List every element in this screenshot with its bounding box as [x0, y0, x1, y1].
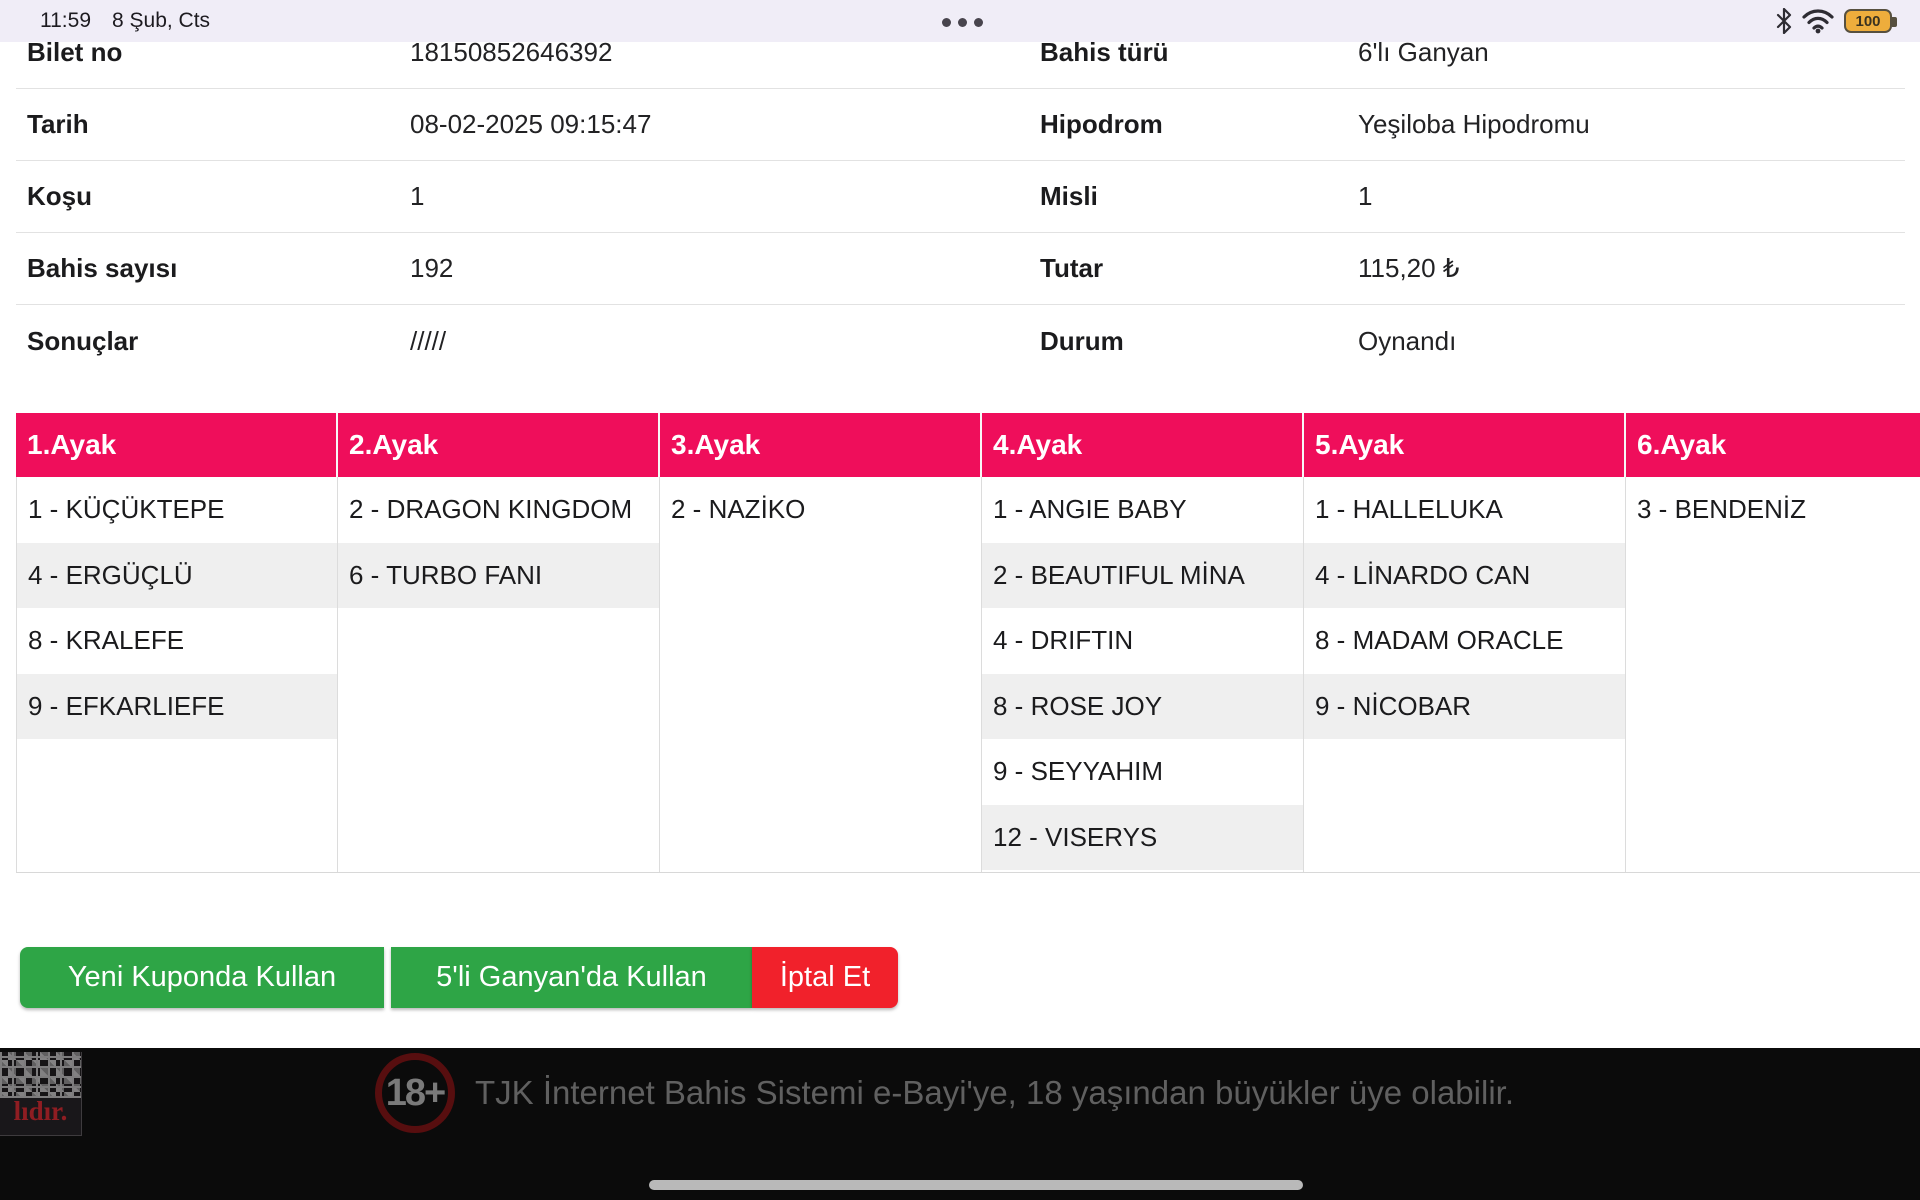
status-bar: 11:59 8 Şub, Cts 100 [0, 0, 1920, 42]
horse-cell: 1 - ANGIE BABY [993, 494, 1187, 524]
table-row: Tarih 08-02-2025 09:15:47 Hipodrom Yeşil… [16, 89, 1905, 161]
horse-cell: 12 - VISERYS [982, 804, 1303, 870]
age-18-badge-icon: 18+ [375, 1053, 455, 1133]
field-value-sonuclar: ///// [410, 325, 447, 356]
field-value-durum: Oynandı [1358, 325, 1457, 356]
home-indicator-handle[interactable] [649, 1180, 1303, 1190]
leg-header-1: 1.Ayak [16, 413, 338, 477]
field-value-tutar: 115,20 ₺ [1358, 253, 1460, 283]
leg-header-3: 3.Ayak [660, 413, 982, 477]
leg-column-3: 2 - NAZİKO [660, 477, 982, 872]
field-label-misli: Misli [1040, 181, 1098, 211]
legs-header-row: 1.Ayak 2.Ayak 3.Ayak 4.Ayak 5.Ayak 6.Aya… [16, 413, 1920, 477]
leg-column-6: 3 - BENDENİZ [1626, 477, 1920, 872]
logo-pixel-art [0, 1052, 81, 1098]
field-label-durum: Durum [1040, 325, 1124, 356]
field-label-tarih: Tarih [27, 109, 89, 139]
horse-cell: 2 - BEAUTIFUL MİNA [982, 542, 1303, 608]
field-label-tutar: Tutar [1040, 253, 1104, 283]
horse-cell: 9 - SEYYAHIM [993, 756, 1164, 786]
cancel-ticket-button[interactable]: İptal Et [752, 947, 898, 1008]
table-row: Sonuçlar ///// Durum Oynandı [16, 305, 1905, 377]
age-warning-banner: lıdır. 18+ TJK İnternet Bahis Sistemi e-… [0, 1048, 1920, 1200]
field-value-misli: 1 [1358, 181, 1373, 211]
legs-body: 1 - KÜÇÜKTEPE 4 - ERGÜÇLÜ 8 - KRALEFE 9 … [16, 477, 1920, 873]
field-label-bahis-sayisi: Bahis sayısı [27, 253, 178, 283]
horse-cell: 9 - NİCOBAR [1304, 673, 1625, 739]
field-label-hipodrom: Hipodrom [1040, 109, 1163, 139]
horse-cell: 1 - HALLELUKA [1315, 494, 1503, 524]
leg-header-5: 5.Ayak [1304, 413, 1626, 477]
clock-time: 11:59 [40, 9, 91, 32]
leg-column-2: 2 - DRAGON KINGDOM 6 - TURBO FANI [338, 477, 660, 872]
horse-cell: 2 - DRAGON KINGDOM [349, 494, 633, 524]
bluetooth-icon [1776, 8, 1792, 34]
table-row: Koşu 1 Misli 1 [16, 161, 1905, 233]
table-row: Bilet no 18150852646392 Bahis türü 6'lı … [16, 17, 1905, 89]
use-in-new-coupon-button[interactable]: Yeni Kuponda Kullan [20, 947, 384, 1008]
field-label-kosu: Koşu [27, 181, 92, 211]
leg-column-5: 1 - HALLELUKA 4 - LİNARDO CAN 8 - MADAM … [1304, 477, 1626, 872]
status-icons: 100 [1776, 0, 1897, 42]
battery-icon: 100 [1844, 9, 1897, 33]
gambling-warning-logo: lıdır. [0, 1052, 82, 1136]
leg-header-6: 6.Ayak [1626, 413, 1920, 477]
field-label-bilet-no: Bilet no [27, 37, 123, 67]
field-label-sonuclar: Sonuçlar [27, 325, 139, 356]
table-row: Bahis sayısı 192 Tutar 115,20 ₺ [16, 233, 1905, 305]
field-value-bahis-turu: 6'lı Ganyan [1358, 37, 1489, 67]
wifi-icon [1802, 9, 1834, 34]
status-date: 8 Şub, Cts [112, 9, 211, 32]
horse-cell: 8 - ROSE JOY [982, 673, 1303, 739]
legs-table: 1.Ayak 2.Ayak 3.Ayak 4.Ayak 5.Ayak 6.Aya… [16, 413, 1920, 873]
horse-cell: 8 - KRALEFE [28, 625, 185, 655]
use-in-5li-ganyan-button[interactable]: 5'li Ganyan'da Kullan [391, 947, 752, 1008]
horse-cell: 4 - ERGÜÇLÜ [17, 542, 337, 608]
field-value-hipodrom: Yeşiloba Hipodromu [1358, 109, 1590, 139]
leg-header-2: 2.Ayak [338, 413, 660, 477]
ticket-info-table: Bilet no 18150852646392 Bahis türü 6'lı … [16, 17, 1905, 377]
horse-cell: 1 - KÜÇÜKTEPE [28, 494, 225, 524]
field-label-bahis-turu: Bahis türü [1040, 37, 1169, 67]
horse-cell: 4 - DRIFTIN [993, 625, 1134, 655]
logo-caption: lıdır. [13, 1096, 68, 1126]
horse-cell: 6 - TURBO FANI [338, 542, 659, 608]
field-value-kosu: 1 [410, 181, 425, 211]
horse-cell: 2 - NAZİKO [671, 494, 806, 524]
leg-header-4: 4.Ayak [982, 413, 1304, 477]
field-value-tarih: 08-02-2025 09:15:47 [410, 109, 652, 139]
horse-cell: 8 - MADAM ORACLE [1315, 625, 1564, 655]
window-drag-handle-icon[interactable] [942, 18, 983, 27]
action-button-bar: Yeni Kuponda Kullan 5'li Ganyan'da Kulla… [20, 947, 898, 1008]
leg-column-4: 1 - ANGIE BABY 2 - BEAUTIFUL MİNA 4 - DR… [982, 477, 1304, 872]
field-value-bahis-sayisi: 192 [410, 253, 454, 283]
age-warning-text: TJK İnternet Bahis Sistemi e-Bayi'ye, 18… [475, 1074, 1514, 1111]
horse-cell: 3 - BENDENİZ [1637, 494, 1807, 524]
leg-column-1: 1 - KÜÇÜKTEPE 4 - ERGÜÇLÜ 8 - KRALEFE 9 … [16, 477, 338, 872]
horse-cell: 4 - LİNARDO CAN [1304, 542, 1625, 608]
horse-cell: 9 - EFKARLIEFE [17, 673, 337, 739]
field-value-bilet-no: 18150852646392 [410, 37, 613, 67]
